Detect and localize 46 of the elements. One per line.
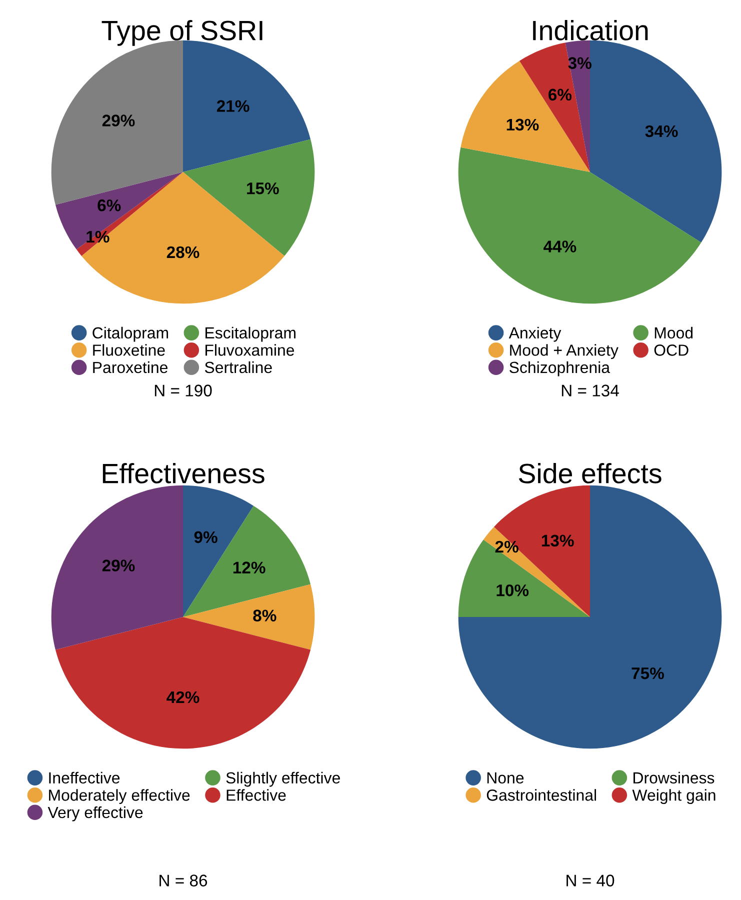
legend-label: Citalopram: [92, 326, 168, 342]
data-label: 75%: [632, 667, 664, 680]
data-label: 10%: [496, 584, 529, 596]
legend-label: Anxiety: [508, 326, 562, 342]
legend-label: Very effective: [48, 806, 143, 822]
legend-label: Gastrointestinal: [486, 789, 596, 801]
data-label: 2%: [495, 540, 518, 553]
legend-label: Mood: [654, 326, 693, 339]
data-label: 29%: [102, 560, 135, 572]
text: N = 86: [160, 874, 208, 886]
legend-label: Escitalopram: [206, 326, 296, 342]
data-label: 9%: [194, 531, 218, 544]
data-label: 6%: [548, 88, 572, 101]
legend-label: OCD: [654, 344, 688, 356]
data-label: 42%: [166, 691, 200, 704]
legend-label: Ineffective: [49, 772, 120, 784]
legend-label: Schizophrenia: [510, 361, 610, 376]
legend-label: Weight gain: [632, 789, 716, 804]
data-label: 6%: [98, 199, 121, 212]
legend-label: Moderately effective: [49, 789, 190, 804]
chart-title: Side effects: [518, 463, 662, 484]
chart-title: Effectiveness: [102, 463, 264, 484]
data-label: 13%: [542, 534, 574, 547]
data-label: 28%: [166, 246, 200, 258]
legend-label: Sertraline: [204, 361, 272, 374]
data-label: 34%: [645, 125, 678, 138]
legend-label: Fluvoxamine: [206, 344, 294, 356]
legend-label: Mood + Anxiety: [510, 344, 618, 359]
legend-label: None: [487, 772, 524, 784]
data-label: 21%: [216, 100, 250, 112]
text: N = 134: [562, 384, 619, 396]
text: N = 190: [154, 384, 212, 396]
text: N = 40: [566, 874, 614, 886]
chart-title: Indication: [533, 20, 648, 40]
legend-label: Drowsiness: [634, 772, 714, 784]
legend-label: Fluoxetine: [93, 344, 165, 356]
chart-title: Type of SSRI: [102, 20, 262, 46]
data-label: 13%: [506, 118, 539, 131]
legend-label: Slightly effective: [226, 772, 340, 787]
legend-label: Paroxetine: [93, 361, 168, 374]
data-label: 8%: [253, 610, 276, 622]
data-label: 15%: [247, 182, 279, 194]
data-label: 29%: [102, 114, 135, 126]
data-label: 44%: [544, 240, 576, 252]
legend-label: Effective: [226, 789, 286, 801]
data-label: 12%: [233, 562, 266, 574]
